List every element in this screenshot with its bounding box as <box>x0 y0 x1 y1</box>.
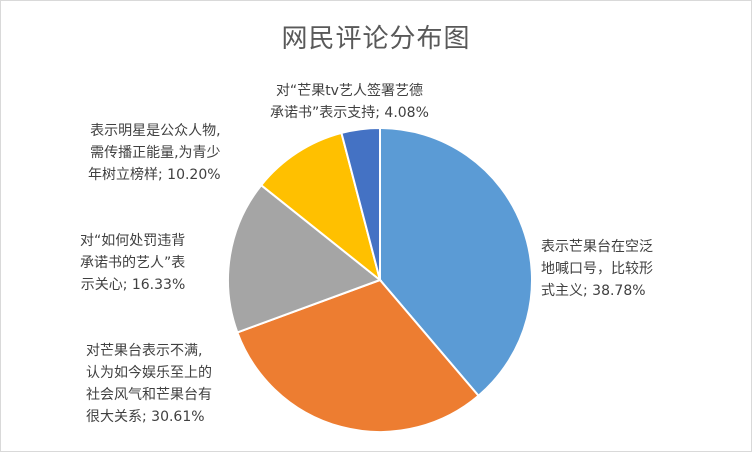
slice-label-dissatisfied: 对芒果台表示不满, 认为如今娱乐至上的 社会风气和芒果台有 很大关系; 30.61% <box>86 343 212 425</box>
slice-label-formalism: 表示芒果台在空泛 地喊口号，比较形 式主义; 38.78% <box>541 239 653 299</box>
slice-support <box>340 126 381 281</box>
chart-title: 网民评论分布图 <box>281 24 471 54</box>
slice-punishment-concern <box>227 183 383 334</box>
slice-dissatisfied <box>236 278 480 433</box>
slice-label-support: 对“芒果tv艺人签署艺德 承诺书”表示支持; 4.08% <box>270 83 429 121</box>
slice-label-role-model: 表示明星是公众人物, 需传播正能量,为青少 年树立榜样; 10.20% <box>88 123 221 183</box>
slice-formalism <box>379 126 533 398</box>
slice-label-punishment-concern: 对“如何处罚违背 承诺书的艺人”表 示关心; 16.33% <box>80 233 186 293</box>
